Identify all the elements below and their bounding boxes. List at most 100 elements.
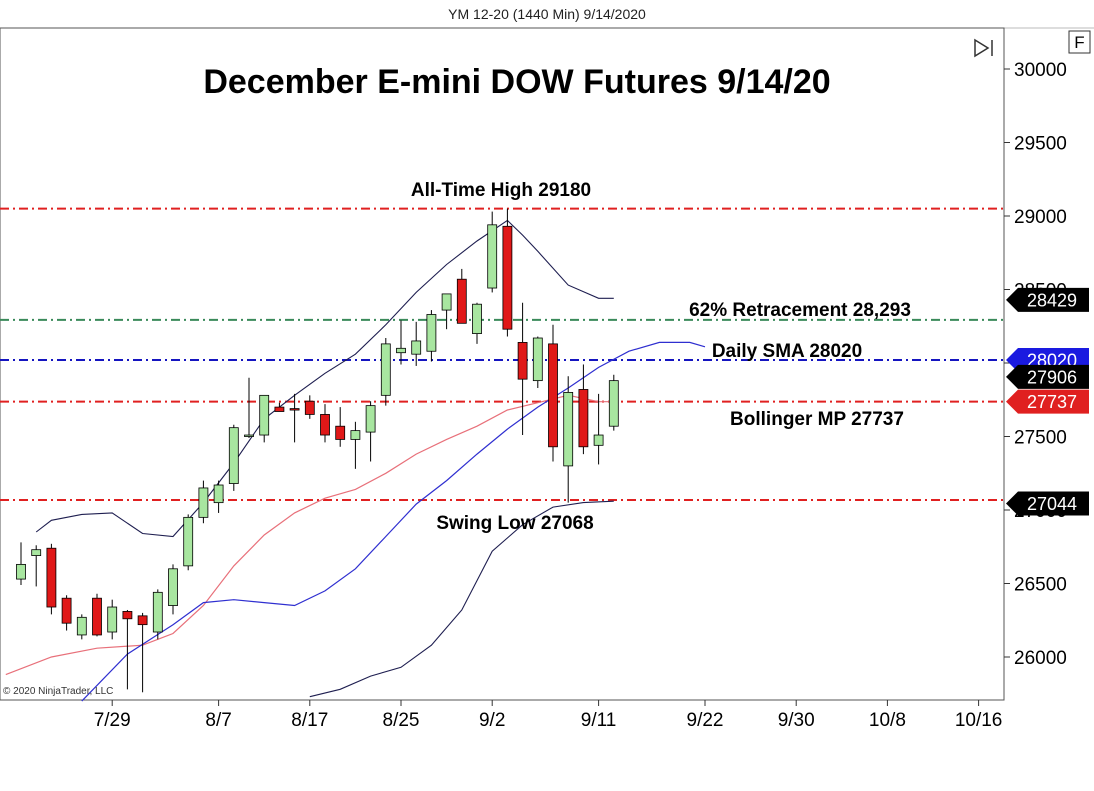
candle-body — [122, 611, 133, 620]
x-axis: 7/217/298/78/178/259/29/119/229/3010/810… — [94, 700, 1003, 731]
candle-body — [198, 487, 209, 518]
candle-body — [350, 430, 361, 440]
candle-body — [92, 597, 102, 636]
candle-24 — [365, 401, 376, 462]
candle-17 — [259, 394, 270, 443]
candle-7 — [107, 599, 118, 640]
candles — [16, 208, 619, 693]
scroll-to-end-button[interactable] — [974, 38, 993, 58]
all-time-high-label: All-Time High 29180 — [411, 180, 591, 201]
badge-28429: 28429 — [1006, 287, 1089, 312]
y-tick-label: 26500 — [1014, 575, 1067, 596]
badge-value: 27044 — [1027, 494, 1077, 514]
badge-value: 27737 — [1027, 392, 1077, 412]
candle-23 — [350, 421, 361, 469]
candle-body — [183, 516, 194, 567]
bollinger-lower-line — [309, 500, 614, 698]
candle-body — [244, 434, 254, 437]
candle-body — [548, 343, 558, 448]
candle-40 — [608, 374, 619, 431]
candle-31 — [472, 302, 482, 344]
y-tick-label: 26000 — [1014, 648, 1067, 669]
candle-body — [593, 434, 604, 446]
candle-37 — [563, 376, 574, 503]
candle-5 — [76, 614, 87, 640]
candle-body — [228, 427, 239, 484]
f-button-label: F — [1074, 33, 1084, 52]
x-tick-label: 10/16 — [955, 710, 1003, 731]
horizontal-levels — [0, 207, 1004, 502]
candle-body — [532, 337, 543, 382]
candle-body — [168, 568, 178, 606]
candle-18 — [274, 402, 285, 412]
candle-38 — [578, 364, 589, 455]
y-tick-label: 27500 — [1014, 428, 1067, 449]
candle-4 — [61, 595, 72, 631]
x-tick-label: 8/17 — [291, 710, 328, 731]
candle-body — [274, 406, 285, 412]
x-tick-label: 8/7 — [205, 710, 231, 731]
retracement-label: 62% Retracement 28,293 — [689, 300, 911, 321]
candle-14 — [213, 480, 224, 513]
swing-low-label: Swing Low 27068 — [436, 513, 593, 534]
candle-body — [16, 563, 26, 580]
candle-body — [107, 606, 118, 633]
candle-25 — [380, 338, 391, 406]
candle-body — [472, 303, 482, 335]
candle-body — [259, 394, 270, 436]
bollinger-mp-label: Bollinger MP 27737 — [730, 409, 904, 430]
candle-body — [152, 591, 163, 633]
candle-39 — [593, 393, 604, 465]
candle-body — [441, 293, 452, 311]
candle-9 — [137, 612, 148, 693]
candle-body — [426, 314, 437, 352]
candle-body — [61, 597, 72, 624]
candle-30 — [456, 268, 467, 324]
candle-27 — [411, 321, 422, 366]
annotations: All-Time High 29180 62% Retracement 28,29… — [411, 180, 911, 534]
candle-body — [304, 400, 315, 415]
candle-20 — [304, 395, 315, 419]
badge-shape — [1006, 389, 1089, 414]
play-triangle-icon — [974, 38, 990, 58]
y-tick-label: 29500 — [1014, 134, 1067, 155]
candle-body — [517, 342, 528, 380]
candle-11 — [168, 564, 178, 615]
candle-36 — [548, 324, 558, 462]
candle-body — [289, 408, 300, 411]
candle-35 — [532, 336, 543, 388]
copyright-text: © 2020 NinjaTrader, LLC — [3, 686, 113, 697]
candle-8 — [122, 609, 133, 690]
candle-19 — [289, 393, 300, 443]
candle-28 — [426, 310, 437, 362]
sma-line — [81, 341, 706, 702]
badge-shape — [1006, 287, 1089, 312]
candle-body — [320, 414, 330, 436]
candle-body — [578, 389, 589, 448]
candle-29 — [441, 293, 452, 330]
candle-body — [502, 225, 513, 330]
candle-body — [563, 391, 574, 467]
candle-body — [608, 380, 619, 427]
candle-12 — [183, 514, 194, 571]
candle-body — [396, 347, 406, 354]
candle-body — [456, 278, 467, 324]
candle-21 — [320, 404, 330, 443]
x-tick-label: 10/8 — [869, 710, 906, 731]
candle-34 — [517, 302, 528, 436]
candle-body — [31, 549, 42, 556]
bollinger-mid-line — [5, 394, 614, 676]
f-button[interactable]: F — [1068, 30, 1091, 54]
candle-body — [46, 547, 57, 608]
candle-body — [365, 405, 376, 433]
candle-15 — [228, 424, 239, 491]
x-tick-label: 9/22 — [687, 710, 724, 731]
daily-sma-label: Daily SMA 28020 — [712, 341, 862, 362]
candle-3 — [46, 543, 57, 615]
indicators — [5, 219, 706, 702]
candle-33 — [502, 208, 513, 337]
candle-body — [137, 615, 148, 626]
candle-body — [411, 340, 422, 355]
instrument-header: YM 12-20 (1440 Min) 9/14/2020 — [448, 6, 646, 22]
